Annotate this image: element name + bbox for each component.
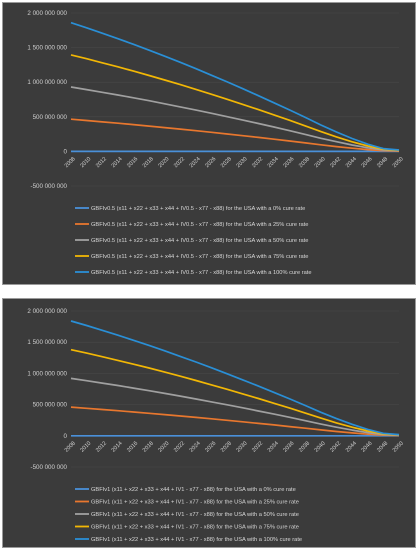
x-tick-label: 2026 bbox=[204, 156, 217, 169]
legend-label: GBFIv1 (x11 + x22 + x33 + x44 + IV1 - x7… bbox=[91, 500, 299, 506]
x-tick-label: 2034 bbox=[267, 441, 280, 454]
y-tick-label: -500 000 000 bbox=[31, 464, 68, 471]
x-tick-label: 2022 bbox=[173, 156, 186, 169]
x-tick-label: 2030 bbox=[236, 441, 249, 454]
y-tick-label: 0 bbox=[64, 148, 68, 155]
series-line-2 bbox=[70, 86, 400, 152]
x-tick-label: 2044 bbox=[345, 156, 358, 169]
y-tick-label: 0 bbox=[64, 433, 68, 440]
legend-label: GBFIv0.5 (x11 + x22 + x33 + x44 + IV0.5 … bbox=[91, 222, 308, 228]
y-tick-label: 1 000 000 000 bbox=[27, 370, 67, 377]
legend-label: GBFIv1 (x11 + x22 + x33 + x44 + IV1 - x7… bbox=[91, 525, 299, 531]
x-tick-label: 2048 bbox=[376, 156, 389, 169]
chart-panel-gbfiv1: 2 000 000 000 1 500 000 000 1 000 000 000 5… bbox=[2, 298, 416, 548]
x-tick-label: 2014 bbox=[111, 156, 124, 169]
x-tick-label: 2034 bbox=[267, 156, 280, 169]
x-tick-label: 2032 bbox=[251, 156, 264, 169]
x-tick-label: 2010 bbox=[79, 441, 92, 454]
x-tick-label: 2038 bbox=[298, 441, 311, 454]
x-tick-label: 2040 bbox=[314, 441, 327, 454]
series-line-1 bbox=[70, 118, 400, 152]
x-tick-label: 2030 bbox=[236, 156, 249, 169]
x-tick-label: 2008 bbox=[64, 441, 77, 454]
x-tick-label: 2048 bbox=[376, 441, 389, 454]
legend-label: GBFIv0.5 (x11 + x22 + x33 + x44 + IV0.5 … bbox=[91, 270, 312, 276]
x-tick-label: 2028 bbox=[220, 441, 233, 454]
x-tick-label: 2024 bbox=[189, 441, 202, 454]
legend-label: GBFIv1 (x11 + x22 + x33 + x44 + IV1 - x7… bbox=[91, 512, 299, 518]
x-tick-label: 2018 bbox=[142, 441, 155, 454]
x-tick-label: 2042 bbox=[329, 156, 342, 169]
legend-label: GBFIv0.5 (x11 + x22 + x33 + x44 + IV0.5 … bbox=[91, 254, 308, 260]
y-tick-label: 1 500 000 000 bbox=[27, 339, 67, 346]
x-tick-label: 2036 bbox=[282, 441, 295, 454]
x-tick-label: 2016 bbox=[126, 156, 139, 169]
series-line-4 bbox=[70, 21, 400, 151]
x-tick-label: 2032 bbox=[251, 441, 264, 454]
legend-label: GBFIv0.5 (x11 + x22 + x33 + x44 + IV0.5 … bbox=[91, 238, 308, 244]
y-tick-label: 500 000 000 bbox=[33, 114, 68, 121]
x-tick-label: 2040 bbox=[314, 156, 327, 169]
x-tick-label: 2038 bbox=[298, 156, 311, 169]
y-tick-label: 500 000 000 bbox=[33, 402, 68, 409]
x-tick-label: 2016 bbox=[126, 441, 139, 454]
x-tick-label: 2026 bbox=[204, 441, 217, 454]
legend-label: GBFIv1 (x11 + x22 + x33 + x44 + IV1 - x7… bbox=[91, 537, 302, 543]
x-tick-label: 2042 bbox=[329, 441, 342, 454]
series-line-3 bbox=[70, 348, 400, 436]
x-tick-label: 2022 bbox=[173, 441, 186, 454]
x-tick-label: 2014 bbox=[111, 441, 124, 454]
x-tick-label: 2036 bbox=[282, 156, 295, 169]
x-tick-label: 2024 bbox=[189, 156, 202, 169]
chart-panel-gbfiv05: 2 000 000 000 1 500 000 000 1 000 000 000 5… bbox=[2, 2, 416, 285]
x-tick-label: 2012 bbox=[95, 156, 108, 169]
x-tick-label: 2020 bbox=[157, 441, 170, 454]
legend-label: GBFIv0.5 (x11 + x22 + x33 + x44 + IV0.5 … bbox=[91, 206, 305, 212]
x-tick-label: 2046 bbox=[361, 156, 374, 169]
x-tick-label: 2012 bbox=[95, 441, 108, 454]
y-tick-label: 1 000 000 000 bbox=[27, 79, 67, 86]
line-chart-gbfiv05: 2 000 000 000 1 500 000 000 1 000 000 000 5… bbox=[27, 10, 405, 276]
x-tick-label: 2050 bbox=[392, 156, 405, 169]
legend-label: GBFIv1 (x11 + x22 + x33 + x44 + IV1 - x7… bbox=[91, 487, 296, 493]
x-tick-label: 2018 bbox=[142, 156, 155, 169]
y-tick-label: 1 500 000 000 bbox=[27, 45, 67, 52]
x-tick-label: 2028 bbox=[220, 156, 233, 169]
y-tick-label: 2 000 000 000 bbox=[27, 10, 67, 17]
x-tick-label: 2044 bbox=[345, 441, 358, 454]
series-line-4 bbox=[70, 320, 400, 436]
x-tick-label: 2050 bbox=[392, 441, 405, 454]
line-chart-gbfiv1: 2 000 000 000 1 500 000 000 1 000 000 000 5… bbox=[27, 308, 405, 543]
series-line-1 bbox=[70, 406, 400, 437]
x-tick-label: 2008 bbox=[64, 156, 77, 169]
x-tick-label: 2010 bbox=[79, 156, 92, 169]
series-line-3 bbox=[70, 54, 400, 152]
x-tick-label: 2020 bbox=[157, 156, 170, 169]
y-tick-label: 2 000 000 000 bbox=[27, 308, 67, 315]
y-tick-label: -500 000 000 bbox=[31, 183, 68, 190]
series-line-2 bbox=[70, 377, 400, 437]
x-tick-label: 2046 bbox=[361, 441, 374, 454]
